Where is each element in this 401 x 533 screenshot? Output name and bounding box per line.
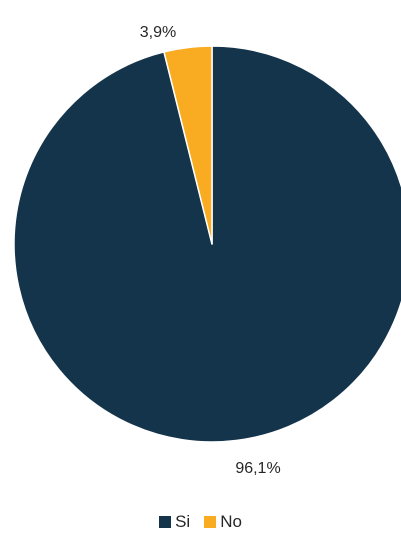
legend-swatch-no — [204, 516, 217, 528]
legend-label-si: Si — [175, 512, 191, 531]
legend-label-no: No — [220, 512, 242, 531]
legend-swatch-si — [159, 516, 172, 528]
pie-slices — [13, 45, 401, 443]
pie-data-labels: 96,1% 3,9% — [140, 24, 281, 477]
data-label-si: 96,1% — [235, 460, 280, 477]
pie-slice-no — [163, 45, 213, 245]
pie-slice-si — [13, 45, 401, 443]
legend-item-si: Si — [159, 512, 190, 532]
data-label-no: 3,9% — [140, 24, 176, 41]
legend-item-no: No — [204, 512, 242, 532]
legend: Si No — [0, 512, 401, 532]
